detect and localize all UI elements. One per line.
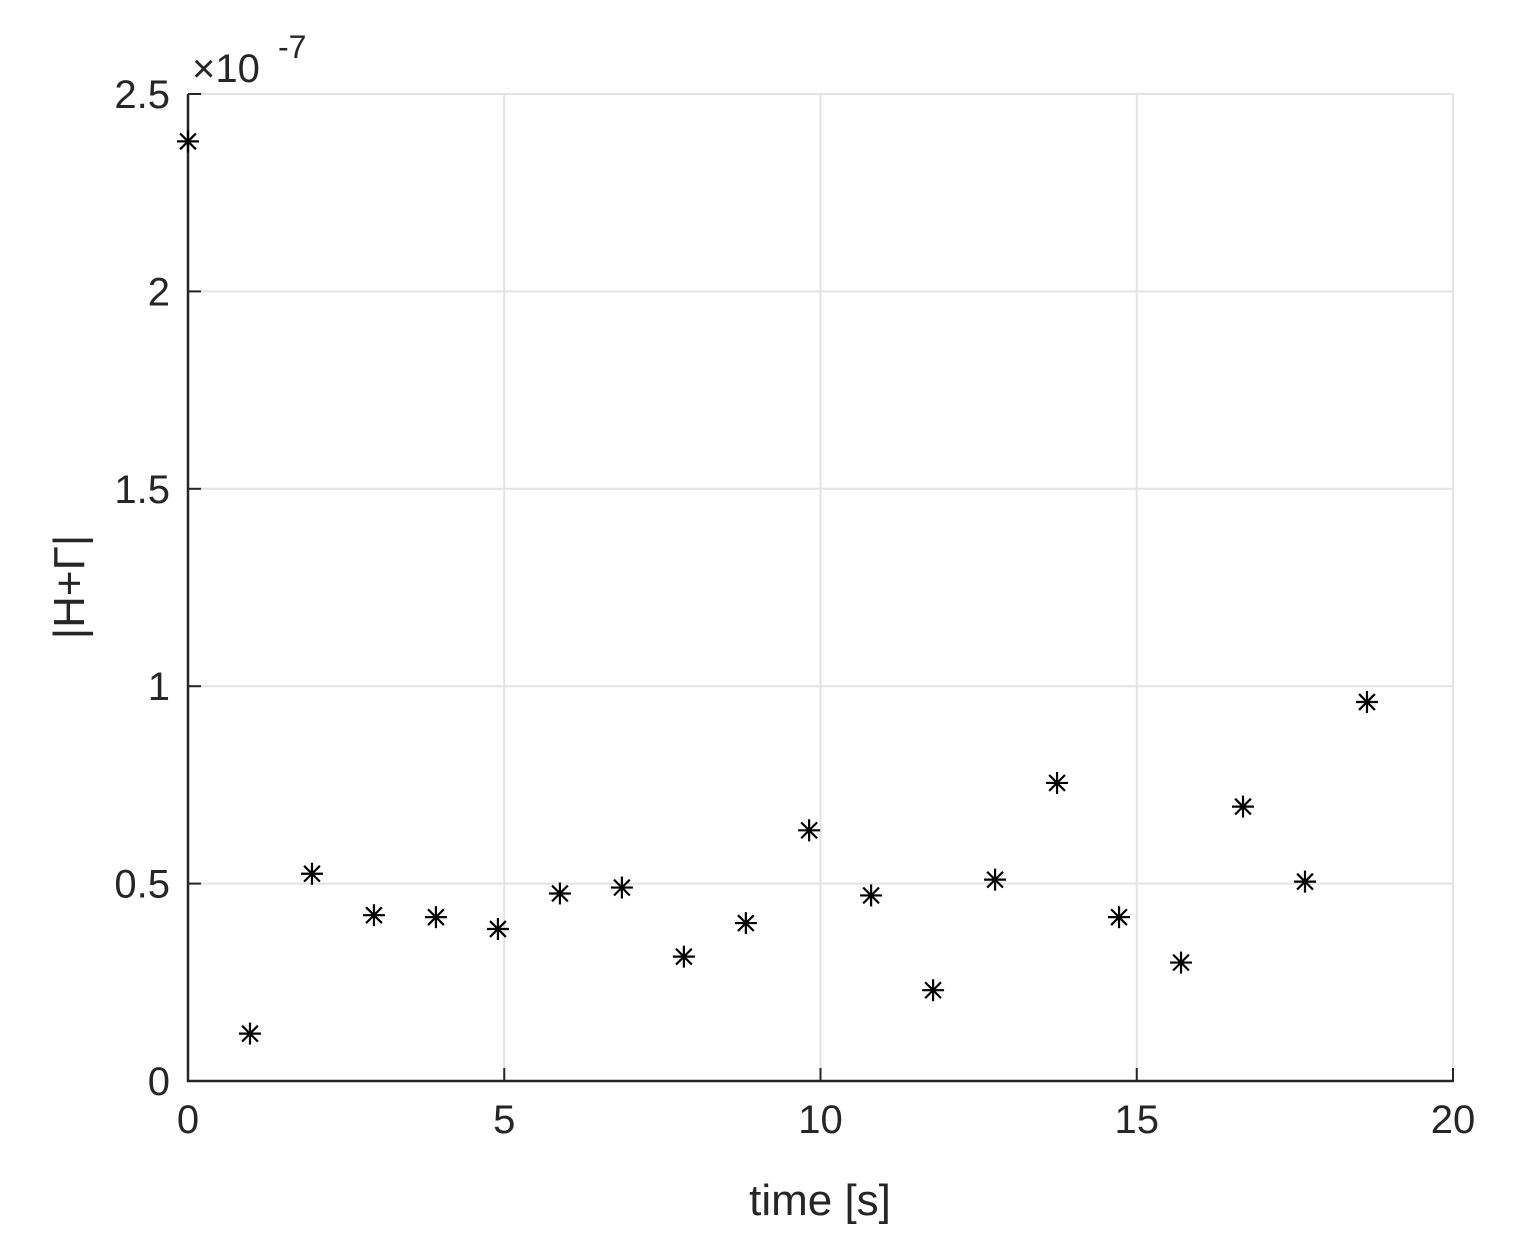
asterisk-marker bbox=[486, 918, 509, 941]
marker-stroke bbox=[303, 865, 321, 883]
marker-stroke bbox=[737, 914, 755, 932]
x-tick-label: 0 bbox=[177, 1098, 199, 1142]
asterisk-marker bbox=[177, 130, 199, 153]
asterisk-marker bbox=[610, 876, 633, 899]
asterisk-marker bbox=[1046, 771, 1069, 794]
y-exponent-power: -7 bbox=[278, 29, 306, 65]
asterisk-marker bbox=[548, 882, 571, 905]
marker-stroke bbox=[862, 886, 880, 905]
marker-stroke bbox=[1296, 872, 1314, 891]
asterisk-marker bbox=[238, 1022, 261, 1045]
x-tick-label: 5 bbox=[493, 1098, 515, 1142]
asterisk-marker bbox=[672, 945, 695, 968]
y-tick-label: 1 bbox=[148, 665, 170, 709]
x-axis-ticks: 0 5 10 15 20 bbox=[177, 1068, 1475, 1142]
asterisk-marker bbox=[1293, 870, 1316, 893]
y-axis-ticks: 0 0.5 1 1.5 2 2.5 bbox=[114, 73, 201, 1104]
asterisk-marker bbox=[424, 906, 447, 929]
asterisk-marker bbox=[734, 912, 757, 935]
marker-stroke bbox=[986, 870, 1004, 889]
x-axis-label: time [s] bbox=[749, 1176, 891, 1225]
asterisk-marker bbox=[1170, 951, 1193, 974]
asterisk-marker bbox=[922, 979, 945, 1002]
y-axis-label: |H+Γ| bbox=[45, 535, 94, 640]
grid-lines bbox=[187, 93, 1454, 1082]
marker-stroke bbox=[241, 1024, 259, 1043]
y-tick-label: 2 bbox=[148, 270, 170, 314]
marker-stroke bbox=[1234, 797, 1252, 816]
y-tick-label: 0 bbox=[148, 1060, 170, 1104]
marker-stroke bbox=[551, 884, 569, 903]
asterisk-marker bbox=[798, 819, 821, 842]
y-tick-label: 0.5 bbox=[114, 863, 170, 907]
marker-stroke bbox=[365, 906, 383, 924]
marker-stroke bbox=[1172, 953, 1190, 972]
marker-stroke bbox=[179, 132, 197, 151]
marker-stroke bbox=[489, 920, 507, 938]
marker-stroke bbox=[800, 821, 818, 839]
marker-stroke bbox=[1358, 693, 1376, 711]
y-tick-label: 2.5 bbox=[114, 73, 170, 117]
marker-stroke bbox=[675, 947, 693, 966]
marker-stroke bbox=[1048, 774, 1066, 792]
marker-stroke bbox=[1110, 908, 1128, 926]
y-tick-label: 1.5 bbox=[114, 468, 170, 512]
y-exponent-base: ×10 bbox=[192, 47, 260, 91]
marker-stroke bbox=[924, 981, 942, 999]
asterisk-marker bbox=[1232, 795, 1255, 818]
y-exponent-label: ×10 -7 bbox=[192, 29, 306, 91]
x-tick-label: 20 bbox=[1431, 1098, 1476, 1142]
data-points bbox=[177, 130, 1378, 1045]
asterisk-marker bbox=[984, 868, 1007, 891]
asterisk-marker bbox=[1355, 690, 1378, 713]
marker-stroke bbox=[613, 878, 631, 897]
x-tick-label: 15 bbox=[1115, 1098, 1160, 1142]
asterisk-marker bbox=[300, 862, 323, 885]
asterisk-marker bbox=[1108, 906, 1131, 929]
x-tick-label: 10 bbox=[798, 1098, 843, 1142]
asterisk-marker bbox=[362, 904, 385, 927]
marker-stroke bbox=[427, 908, 445, 926]
asterisk-marker bbox=[860, 884, 883, 907]
